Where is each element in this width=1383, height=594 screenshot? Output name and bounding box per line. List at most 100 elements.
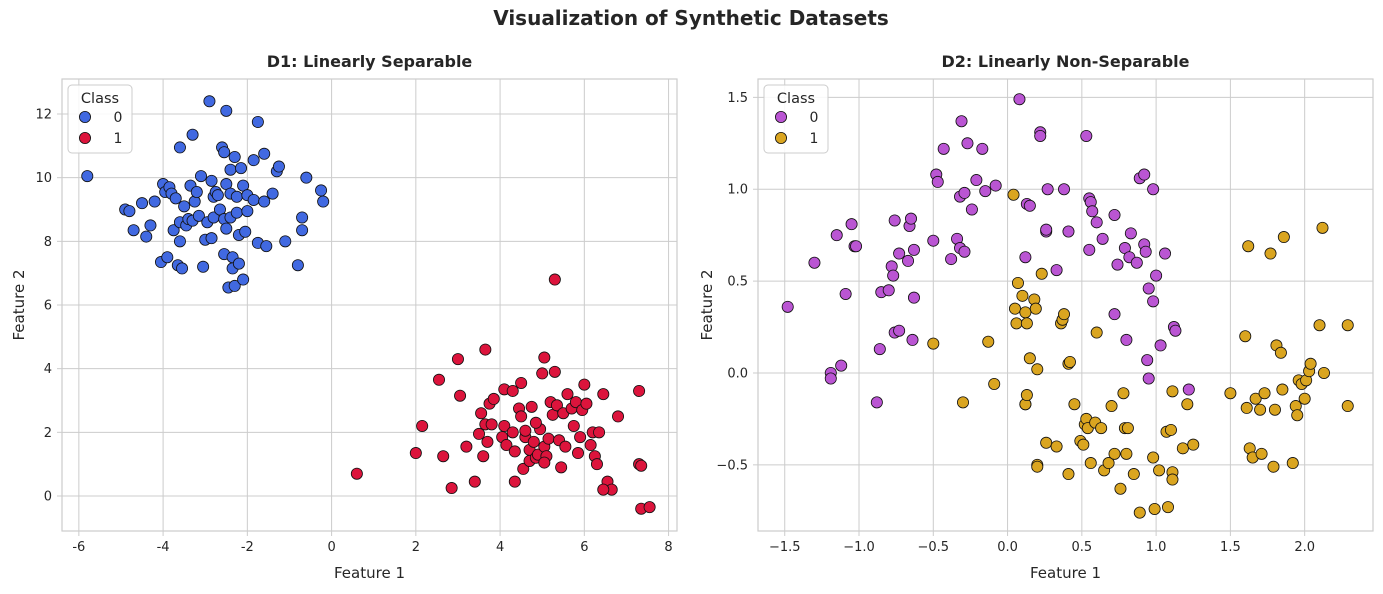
data-point [1313,319,1326,332]
data-point [237,273,250,286]
data-point [173,141,186,154]
data-point [529,416,542,429]
data-point [485,418,498,431]
data-point [1019,251,1032,264]
x-axis-label: Feature 1 [1030,564,1101,582]
data-point [989,179,1002,192]
plot-frame [61,78,678,532]
data-point [451,353,464,366]
data-point [473,427,486,440]
data-point [839,287,852,300]
data-point [597,483,610,496]
data-point [487,392,500,405]
data-point [211,189,224,202]
data-point [1041,183,1054,196]
legend-marker [79,111,92,124]
data-point [907,291,920,304]
data-point [550,399,563,412]
data-point [1255,447,1268,460]
y-tick-label: −0.5 [716,458,748,473]
data-point [1062,225,1075,238]
data-point [970,174,983,187]
data-point [519,424,532,437]
data-point [979,185,992,198]
data-point [1016,289,1029,302]
x-tick-label: 1.5 [1220,540,1241,555]
data-point [197,260,210,273]
data-point [1240,401,1253,414]
data-point [958,245,971,258]
data-point [593,426,606,439]
data-point [548,273,561,286]
x-tick-label: -6 [72,540,85,555]
data-point [1166,385,1179,398]
data-point [515,410,528,423]
data-point [1176,442,1189,455]
data-point [845,218,858,231]
data-point [468,475,481,488]
data-point [643,501,656,514]
data-point [1181,398,1194,411]
data-point [1011,276,1024,289]
data-point [195,170,208,183]
x-tick-label: −1.0 [843,540,875,555]
data-point [1058,183,1071,196]
data-point [1130,256,1143,269]
data-point [893,247,906,260]
data-point [1063,355,1076,368]
legend-label: 1 [810,131,819,147]
data-point [1035,267,1048,280]
data-point [955,115,968,128]
data-point [538,456,551,469]
data-point [203,95,216,108]
data-point [1264,247,1277,260]
data-point [1031,363,1044,376]
data-point [136,197,149,210]
legend-marker [79,131,92,144]
data-point [1108,308,1121,321]
data-point [1224,387,1237,400]
data-point [887,269,900,282]
data-point [1267,460,1280,473]
data-point [230,190,243,203]
data-point [905,212,918,225]
data-point [1187,438,1200,451]
data-point [515,376,528,389]
data-point [186,128,199,141]
data-point [781,300,794,313]
data-point [232,257,245,270]
data-point [1108,447,1121,460]
y-tick-label: 2 [44,426,52,441]
data-point [548,365,561,378]
data-point [258,147,271,160]
data-point [1142,282,1155,295]
data-point [205,232,218,245]
y-tick-label: 4 [44,362,52,377]
data-point [1147,183,1160,196]
data-point [1147,295,1160,308]
data-point [527,435,540,448]
data-point [123,205,136,218]
data-point [506,384,519,397]
data-point [224,163,237,176]
data-point [508,445,521,458]
data-point [144,219,157,232]
data-point [835,359,848,372]
data-point [612,410,625,423]
legend: Class 0 1 [67,84,133,154]
x-tick-label: 8 [664,540,672,555]
data-point [590,458,603,471]
data-point [1317,366,1330,379]
series-class-1 [927,188,1354,519]
data-point [1023,352,1036,365]
data-point [1138,168,1151,181]
data-point [1121,422,1134,435]
data-point [1077,438,1090,451]
data-point [498,419,511,432]
data-point [931,175,944,188]
data-point [228,279,241,292]
data-point [205,174,218,187]
data-point [1086,205,1099,218]
data-point [873,343,886,356]
legend-title: Class [777,91,815,107]
